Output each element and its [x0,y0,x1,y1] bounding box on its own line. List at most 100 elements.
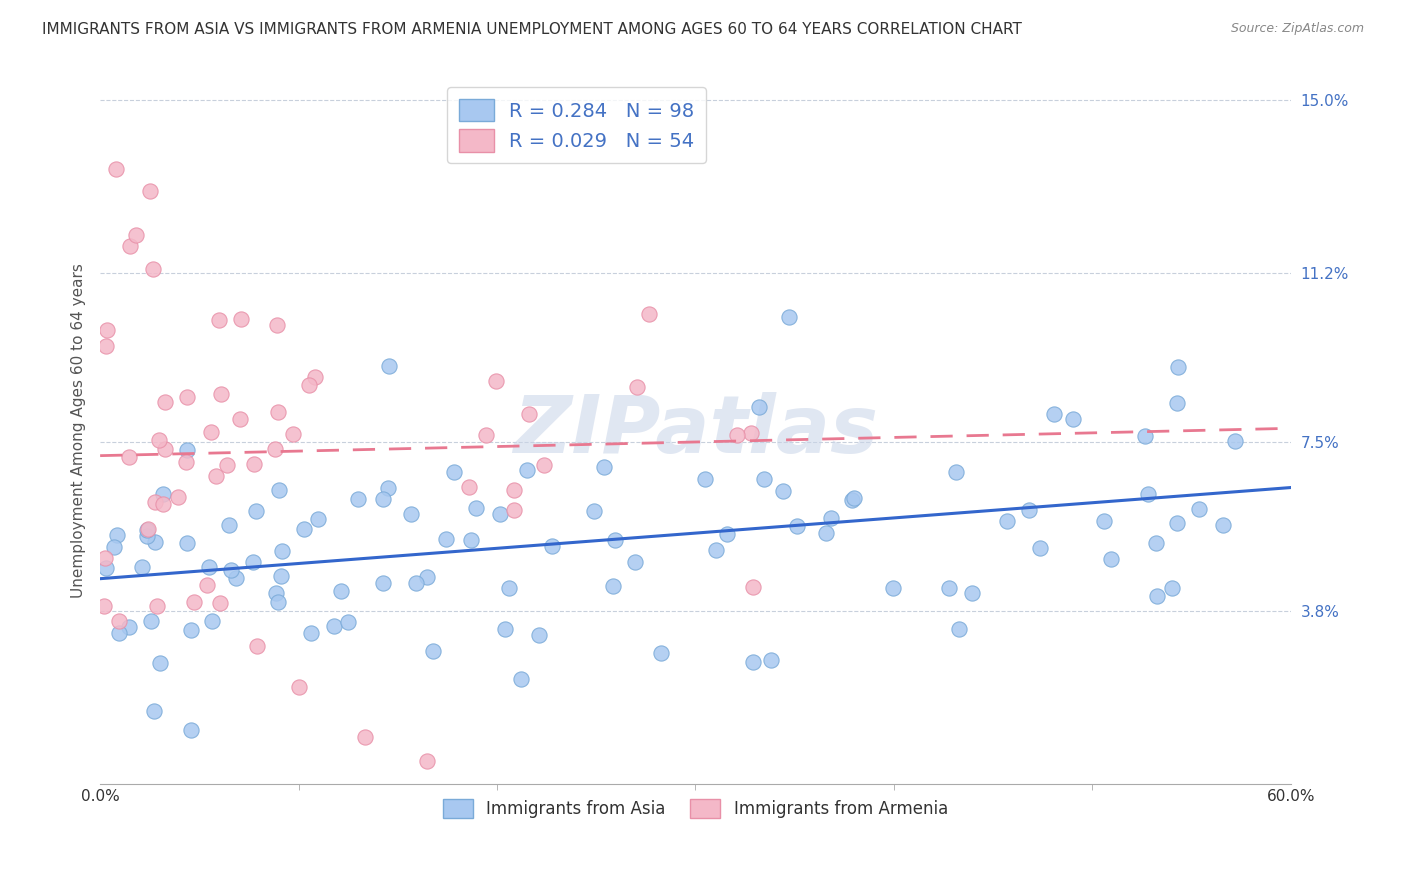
Point [1144,536,1167,550]
Point [475,427,498,442]
Point [371,491,394,506]
Point [529,628,551,642]
Point [1223,434,1246,449]
Point [995,514,1018,528]
Point [405,575,427,590]
Point [108,615,131,629]
Text: ZIPatlas: ZIPatlas [513,392,877,469]
Point [267,595,290,609]
Point [299,625,322,640]
Point [695,472,717,486]
Point [434,532,457,546]
Point [603,533,626,547]
Point [593,460,616,475]
Point [626,379,648,393]
Point [103,540,125,554]
Point [146,599,169,614]
Point [1212,518,1234,533]
Point [778,310,800,324]
Point [143,535,166,549]
Point [267,483,290,497]
Point [422,644,444,658]
Point [118,450,141,464]
Point [304,370,326,384]
Point [245,504,267,518]
Point [108,625,131,640]
Point [495,622,517,636]
Point [298,378,321,392]
Point [377,481,399,495]
Point [176,390,198,404]
Legend: Immigrants from Asia, Immigrants from Armenia: Immigrants from Asia, Immigrants from Ar… [436,792,955,825]
Point [215,458,238,472]
Point [131,560,153,574]
Point [1161,581,1184,595]
Point [105,161,128,176]
Point [416,569,439,583]
Point [948,622,970,636]
Point [246,639,269,653]
Point [820,511,842,525]
Point [208,313,231,327]
Point [200,425,222,440]
Point [139,614,162,628]
Point [401,507,423,521]
Point [1188,502,1211,516]
Point [353,730,375,744]
Point [118,620,141,634]
Point [167,490,190,504]
Point [464,501,486,516]
Point [124,228,146,243]
Point [180,623,202,637]
Point [94,550,117,565]
Point [503,483,526,497]
Point [748,400,770,414]
Point [815,525,838,540]
Point [489,507,512,521]
Point [1167,359,1189,374]
Point [148,657,170,671]
Point [135,523,157,537]
Point [135,529,157,543]
Point [283,427,305,442]
Point [307,511,329,525]
Point [638,307,661,321]
Point [267,405,290,419]
Point [143,704,166,718]
Point [1062,412,1084,426]
Point [842,491,865,505]
Point [180,723,202,738]
Point [243,458,266,472]
Point [704,542,727,557]
Point [201,615,224,629]
Point [415,754,437,768]
Point [155,395,177,409]
Point [183,594,205,608]
Point [741,655,763,669]
Text: Source: ZipAtlas.com: Source: ZipAtlas.com [1230,22,1364,36]
Point [266,318,288,332]
Point [962,586,984,600]
Point [741,580,763,594]
Point [1146,590,1168,604]
Point [938,581,960,595]
Point [271,543,294,558]
Point [371,575,394,590]
Point [204,469,226,483]
Point [118,239,141,253]
Point [198,560,221,574]
Point [759,652,782,666]
Point [460,533,482,547]
Point [264,442,287,457]
Point [329,584,352,599]
Point [485,375,508,389]
Point [1166,396,1188,410]
Point [1092,514,1115,528]
Point [533,458,555,473]
Point [752,472,775,486]
Point [152,497,174,511]
Point [242,555,264,569]
Point [148,433,170,447]
Point [96,323,118,337]
Point [378,359,401,374]
